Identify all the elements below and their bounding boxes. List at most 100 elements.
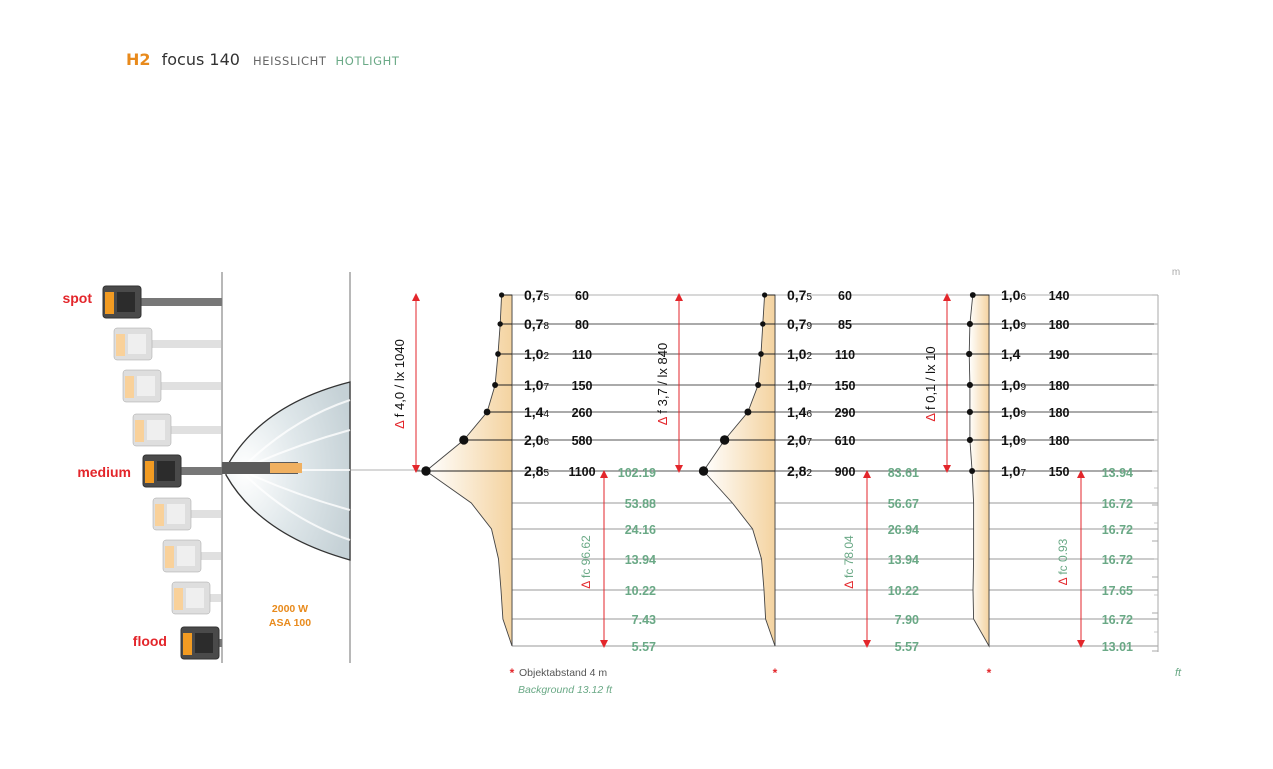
f-value-sub: 2 (806, 351, 812, 362)
lamp-label-medium: medium (77, 464, 131, 480)
f-value: 0,79 (787, 316, 812, 332)
lamp-label-flood: flood (133, 633, 167, 649)
profile-point (499, 292, 505, 298)
f-value: 1,06 (1001, 287, 1026, 303)
lamp-housing-panel (186, 588, 204, 608)
f-value: 2,82 (787, 463, 812, 479)
f-value-main: 2,0 (524, 432, 544, 448)
f-value-sub: 9 (1020, 437, 1026, 448)
lamp-position-pos2 (113, 327, 222, 361)
f-value-main: 1,4 (787, 404, 807, 420)
f-value-sub: 6 (806, 409, 812, 420)
lamp-filament (270, 463, 302, 473)
fc-range-label: Δ fc 96.62 (579, 535, 593, 589)
profile-point (969, 292, 976, 298)
lamp-housing-panel (128, 334, 146, 354)
f-value-main: 1,0 (1001, 463, 1021, 479)
fc-value: 10.22 (888, 584, 919, 598)
lx-value: 140 (1049, 289, 1070, 303)
fc-value: 16.72 (1102, 523, 1133, 537)
fc-value: 5.57 (895, 640, 919, 654)
lamp-rod-segment (169, 426, 222, 434)
f-value-main: 0,7 (524, 287, 544, 303)
lx-value: 580 (572, 434, 593, 448)
lx-value: 60 (838, 289, 852, 303)
lamp-rod-segment (150, 340, 222, 348)
meter-axis: m (1152, 267, 1180, 472)
f-value: 0,78 (524, 316, 549, 332)
delta-icon: Δ (842, 578, 856, 589)
lx-value: 110 (835, 348, 855, 362)
profile-point (719, 435, 730, 445)
f-value-sub: 6 (1020, 292, 1026, 303)
delta-icon: Δ (579, 578, 593, 589)
delta-icon: Δ (392, 417, 407, 429)
lamp-rod-segment (199, 552, 222, 560)
lx-value: 150 (1049, 465, 1070, 479)
profile-point (762, 292, 768, 298)
fc-range-label: Δ fc 78.04 (842, 535, 856, 589)
m-axis-unit: m (1172, 267, 1180, 278)
lamp-wattage: 2000 W (272, 603, 308, 615)
lx-value: 180 (1049, 318, 1070, 332)
f-value-main: 1,0 (524, 377, 544, 393)
fc-value: 53.88 (625, 497, 656, 511)
f-value-sub: 7 (806, 382, 812, 393)
lamp-housing-panel (177, 546, 195, 566)
profile-point (966, 436, 973, 444)
lamp-position-spot (102, 285, 222, 319)
fc-value: 16.72 (1102, 497, 1133, 511)
range-label: Δ f 4,0 / lx 1040 (392, 339, 407, 429)
product-name: focus 140 (161, 50, 240, 69)
f-value: 0,75 (787, 287, 812, 303)
range-label: Δ f 3,7 / lx 840 (655, 343, 670, 425)
ft-axis-unit: ft (1175, 667, 1182, 679)
profile-point (760, 321, 766, 327)
delta-icon: Δ (1056, 575, 1070, 586)
f-value-sub: 5 (543, 468, 549, 479)
profile-point (966, 381, 973, 389)
profile-point (966, 408, 973, 416)
profile-point (758, 351, 764, 357)
lx-value: 180 (1049, 434, 1070, 448)
profile-point (421, 466, 431, 476)
lamp-window (105, 292, 114, 314)
lamp-rod-segment (159, 382, 222, 390)
f-value-main: 2,8 (524, 463, 544, 479)
fc-value: 13.94 (1102, 466, 1133, 480)
fc-value: 13.94 (625, 553, 656, 567)
f-value: 1,02 (524, 346, 549, 362)
lamp-window (125, 376, 134, 398)
lamp-body (171, 581, 211, 615)
f-value-main: 1,0 (1001, 432, 1021, 448)
f-value: 1,09 (1001, 377, 1026, 393)
fc-range-label-text: fc 78.04 (842, 535, 856, 578)
f-value-sub: 9 (1020, 382, 1026, 393)
f-value-sub: 6 (543, 437, 549, 448)
lamp-body (122, 369, 162, 403)
f-value-main: 0,7 (524, 316, 544, 332)
profile-point (497, 321, 503, 327)
f-value: 1,09 (1001, 432, 1026, 448)
f-value: 2,07 (787, 432, 812, 448)
fc-value: 102.19 (618, 466, 656, 480)
profile-point (495, 351, 501, 357)
f-value-sub: 7 (543, 382, 549, 393)
footnote-star-spot: * (510, 666, 515, 680)
f-value-main: 1,0 (1001, 404, 1021, 420)
f-value-sub: 9 (1020, 409, 1026, 420)
f-value-sub: 9 (806, 321, 812, 332)
f-value-sub: 7 (1020, 468, 1026, 479)
f-value: 0,75 (524, 287, 549, 303)
range-label-text: f 3,7 / lx 840 (655, 343, 670, 414)
footnote-star-flood: * (987, 666, 992, 680)
fc-range-label-text: fc 0.93 (1056, 538, 1070, 574)
f-value: 1,07 (524, 377, 549, 393)
delta-icon: Δ (655, 414, 670, 426)
lamp-window (155, 504, 164, 526)
lamp-body (152, 497, 192, 531)
f-value-sub: 9 (1020, 321, 1026, 332)
delta-icon: Δ (923, 410, 938, 422)
